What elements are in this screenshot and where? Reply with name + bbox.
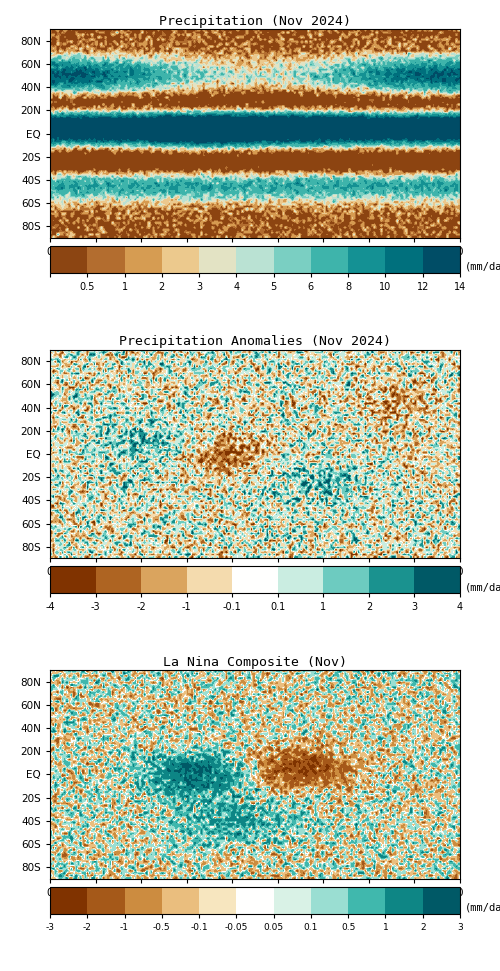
Text: (mm/day): (mm/day) xyxy=(465,903,500,914)
Title: Precipitation Anomalies (Nov 2024): Precipitation Anomalies (Nov 2024) xyxy=(119,335,391,349)
Title: La Nina Composite (Nov): La Nina Composite (Nov) xyxy=(163,655,347,669)
Text: (mm/day): (mm/day) xyxy=(465,583,500,593)
Text: (mm/day): (mm/day) xyxy=(465,262,500,273)
Title: Precipitation (Nov 2024): Precipitation (Nov 2024) xyxy=(159,15,351,28)
